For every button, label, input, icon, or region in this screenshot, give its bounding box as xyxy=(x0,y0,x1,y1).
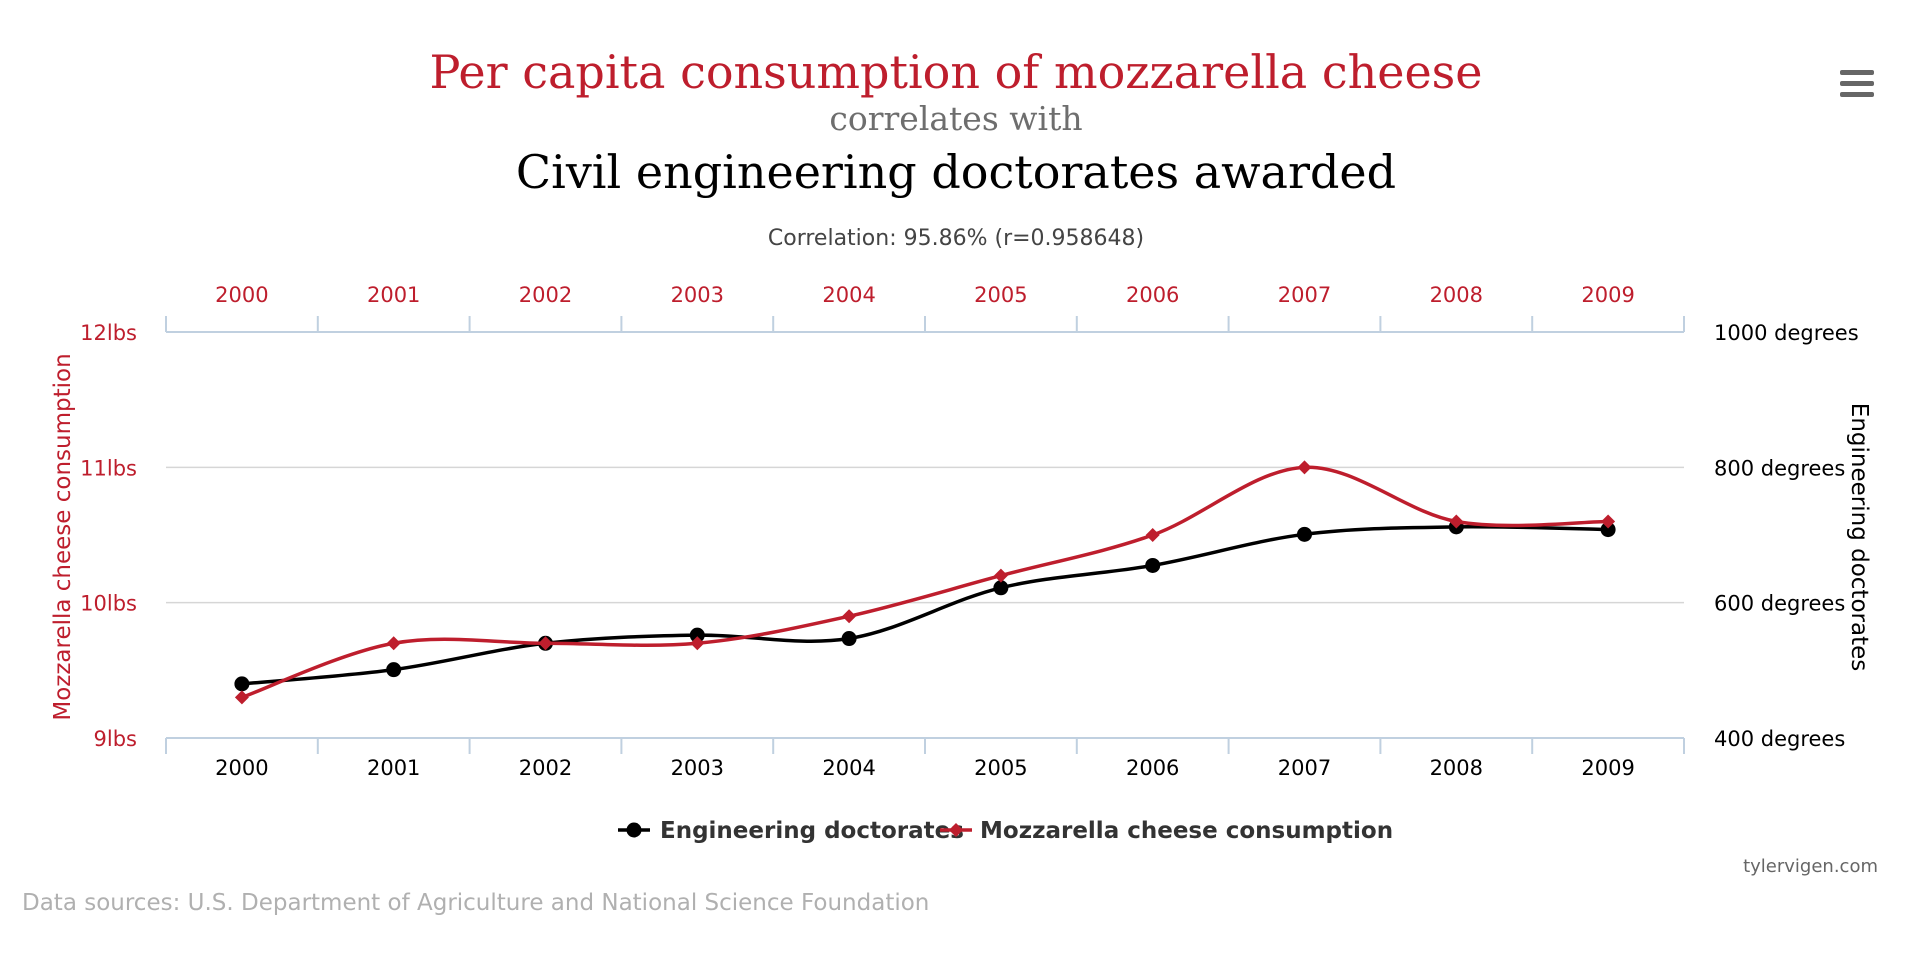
top-x-tick-label: 2008 xyxy=(1430,283,1483,307)
top-x-tick-label: 2000 xyxy=(215,283,268,307)
right-y-tick-label: 800 degrees xyxy=(1714,456,1845,480)
legend: Engineering doctorates Mozzarella cheese … xyxy=(618,818,1393,844)
engineering-data-point[interactable] xyxy=(386,662,402,678)
mozzarella-data-point[interactable] xyxy=(690,636,705,651)
mozzarella-data-point[interactable] xyxy=(1297,460,1312,475)
right-y-tick-label: 400 degrees xyxy=(1714,727,1845,751)
left-y-tick-label: 9lbs xyxy=(94,727,137,751)
bottom-x-tick-label: 2006 xyxy=(1126,756,1179,780)
right-y-tick-label: 600 degrees xyxy=(1714,592,1845,616)
right-y-tick-label: 1000 degrees xyxy=(1714,321,1859,345)
mozzarella-data-point[interactable] xyxy=(993,568,1008,583)
grid-layer xyxy=(166,466,1684,604)
legend-item-mozzarella[interactable]: Mozzarella cheese consumption xyxy=(940,818,1393,844)
top-x-tick-label: 2009 xyxy=(1581,283,1634,307)
bottom-x-tick-label: 2000 xyxy=(215,756,268,780)
top-x-tick-label: 2005 xyxy=(974,283,1027,307)
engineering-data-point[interactable] xyxy=(1600,522,1616,538)
engineering-data-point[interactable] xyxy=(841,631,857,647)
mozzarella-series-line xyxy=(241,465,1609,700)
correlation-text: Correlation: 95.86% (r=0.958648) xyxy=(768,226,1144,251)
legend-label: Mozzarella cheese consumption xyxy=(980,818,1393,844)
bottom-x-tick-label: 2003 xyxy=(671,756,724,780)
mozzarella-data-point[interactable] xyxy=(1449,514,1464,529)
mozzarella-data-point[interactable] xyxy=(234,690,249,705)
engineering-data-point[interactable] xyxy=(1145,557,1161,573)
mozzarella-data-point[interactable] xyxy=(538,636,553,651)
hamburger-menu-icon[interactable] xyxy=(1836,68,1878,102)
legend-label: Engineering doctorates xyxy=(660,818,964,844)
top-x-tick-label: 2007 xyxy=(1278,283,1331,307)
top-x-tick-label: 2006 xyxy=(1126,283,1179,307)
series-layer xyxy=(234,460,1616,705)
top-x-tick-label: 2004 xyxy=(822,283,875,307)
left-axis-title: Mozzarella cheese consumption xyxy=(50,353,76,720)
engineering-data-point[interactable] xyxy=(993,580,1009,596)
engineering-series-line xyxy=(241,525,1609,686)
data-sources-text: Data sources: U.S. Department of Agricul… xyxy=(22,890,929,916)
top-x-tick-label: 2003 xyxy=(671,283,724,307)
engineering-data-point[interactable] xyxy=(689,627,705,643)
left-y-tick-label: 10lbs xyxy=(80,592,137,616)
mozzarella-data-point[interactable] xyxy=(1601,514,1616,529)
mozzarella-data-point[interactable] xyxy=(842,609,857,624)
engineering-data-point[interactable] xyxy=(1297,526,1312,542)
bottom-x-tick-label: 2007 xyxy=(1278,756,1331,780)
legend-item-engineering[interactable]: Engineering doctorates xyxy=(618,818,964,844)
bottom-x-tick-label: 2009 xyxy=(1581,756,1634,780)
top-x-tick-label: 2001 xyxy=(367,283,420,307)
right-axis-title: Engineering doctorates xyxy=(1846,403,1872,671)
legend-marker xyxy=(949,823,963,837)
axis-layer: 2000 2000 2001 2001 2002 2002 2003 2003 2004 2004… xyxy=(80,283,1858,780)
legend-marker xyxy=(626,822,642,838)
mozzarella-data-point[interactable] xyxy=(1145,528,1160,542)
chart-title: Per capita consumption of mozzarella che… xyxy=(429,45,1482,99)
left-y-tick-label: 11lbs xyxy=(80,456,137,480)
bottom-x-tick-label: 2004 xyxy=(822,756,875,780)
bottom-x-tick-label: 2008 xyxy=(1430,756,1483,780)
credit-text[interactable]: tylervigen.com xyxy=(1743,856,1878,877)
bottom-x-tick-label: 2005 xyxy=(974,756,1027,780)
chart-connector-text: correlates with xyxy=(829,99,1082,138)
chart-subtitle: Civil engineering doctorates awarded xyxy=(516,145,1396,199)
bottom-x-tick-label: 2001 xyxy=(367,756,420,780)
mozzarella-data-point[interactable] xyxy=(386,636,401,651)
left-y-tick-label: 12lbs xyxy=(80,321,137,345)
engineering-data-point[interactable] xyxy=(234,676,250,692)
bottom-x-tick-label: 2002 xyxy=(519,756,572,780)
top-x-tick-label: 2002 xyxy=(519,283,572,307)
